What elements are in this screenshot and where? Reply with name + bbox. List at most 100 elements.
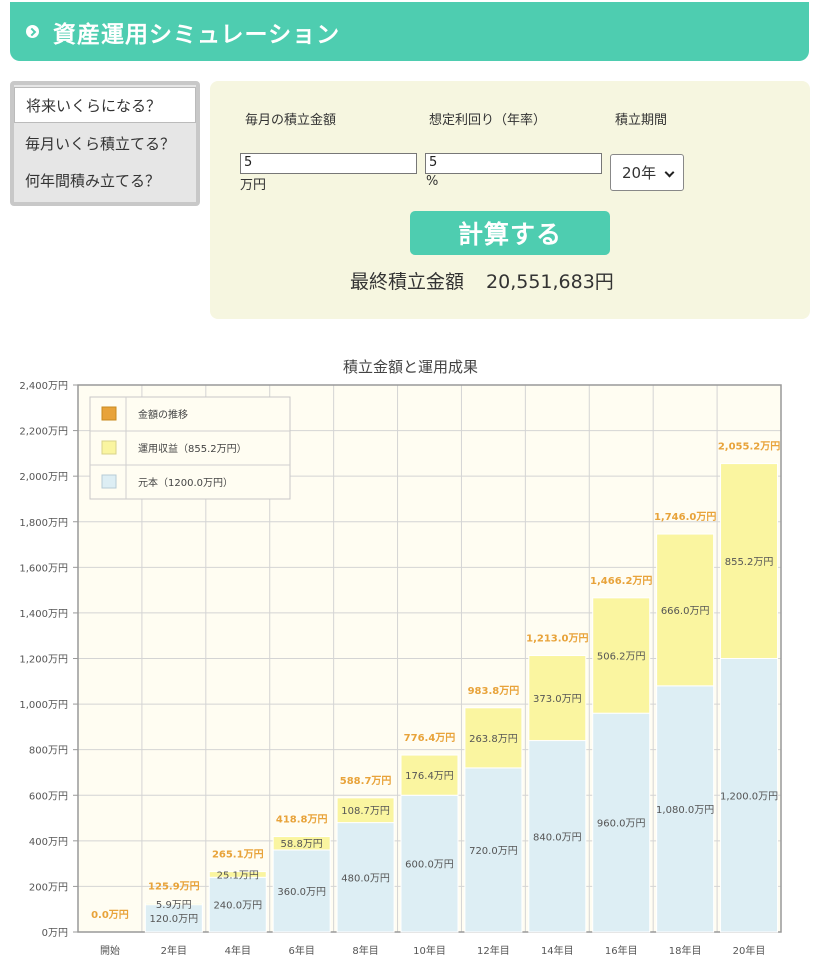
principal-data-label: 960.0万円 (597, 819, 646, 830)
gain-data-label: 58.8万円 (281, 839, 323, 850)
total-data-label: 265.1万円 (212, 849, 264, 861)
bar-principal (464, 767, 523, 933)
bar-principal (720, 658, 779, 933)
y-tick-label: 1,200万円 (19, 655, 68, 666)
legend-swatch (101, 406, 117, 421)
calculate-button[interactable]: 計算する (410, 211, 610, 255)
principal-data-label: 120.0万円 (150, 914, 199, 925)
mode-tabs: 将来いくらになる？ 毎月いくら積立てる？ 何年間積み立てる？ (10, 81, 200, 206)
legend-label: 元本（1200.0万円） (138, 476, 233, 489)
legend-swatch (101, 440, 117, 455)
legend-swatch (101, 474, 117, 489)
gain-data-label: 108.7万円 (341, 806, 390, 817)
bar-principal (528, 740, 587, 933)
result-label: 最終積立金額 (350, 271, 465, 293)
gain-data-label: 855.2万円 (725, 557, 774, 568)
principal-data-label: 1,200.0万円 (720, 791, 778, 802)
period-select-value: 20年 (622, 164, 657, 182)
y-tick-label: 400万円 (29, 837, 68, 848)
y-tick-label: 1,400万円 (19, 609, 68, 620)
gain-data-label: 5.9万円 (156, 900, 192, 911)
bar-gain (400, 754, 459, 796)
bar-principal (592, 712, 651, 933)
bar-gain (592, 597, 651, 714)
period-label: 積立期間 (615, 113, 668, 128)
y-tick-label: 800万円 (29, 746, 68, 757)
y-tick-label: 2,200万円 (19, 427, 68, 438)
x-tick-label: 14年目 (541, 944, 574, 957)
monthly-amount-unit: 万円 (240, 178, 267, 193)
input-panel: 毎月の積立金額 想定利回り（年率） 積立期間 5 万円 5 % 20年 計算する… (210, 81, 810, 319)
total-data-label: 125.9万円 (148, 880, 200, 892)
bar-principal (144, 904, 203, 933)
tab-period[interactable]: 何年間積み立てる？ (25, 171, 161, 190)
bar-gain (336, 797, 395, 824)
bar-principal (336, 822, 395, 933)
tab-monthly-amount[interactable]: 毎月いくら積立てる？ (25, 134, 176, 153)
y-tick-label: 200万円 (29, 882, 68, 893)
total-data-label: 418.8万円 (276, 814, 328, 826)
total-data-label: 776.4万円 (404, 732, 456, 744)
gain-data-label: 263.8万円 (469, 734, 518, 745)
x-tick-label: 12年目 (477, 944, 510, 957)
principal-data-label: 360.0万円 (277, 887, 326, 898)
bar-gain (720, 463, 779, 659)
y-tick-label: 1,000万円 (19, 700, 68, 711)
x-tick-label: 10年目 (413, 944, 446, 957)
bar-principal (656, 685, 715, 933)
gain-data-label: 666.0万円 (661, 606, 710, 617)
x-tick-label: 20年目 (733, 944, 766, 957)
principal-data-label: 720.0万円 (469, 846, 518, 857)
y-tick-label: 600万円 (29, 791, 68, 802)
monthly-amount-label: 毎月の積立金額 (245, 113, 337, 128)
x-tick-label: 4年目 (225, 944, 251, 957)
result-value: 20,551,683円 (486, 271, 614, 293)
total-data-label: 983.8万円 (468, 685, 520, 697)
bar-gain (208, 871, 267, 878)
principal-data-label: 1,080.0万円 (656, 805, 714, 816)
bar-gain (272, 836, 331, 851)
y-tick-label: 1,600万円 (19, 563, 68, 574)
total-data-label: 0.0万円 (91, 909, 129, 921)
principal-data-label: 480.0万円 (341, 873, 390, 884)
x-tick-label: 16年目 (605, 944, 638, 957)
gain-data-label: 176.4万円 (405, 771, 454, 782)
app-header: 資産運用シミュレーション (10, 2, 809, 61)
rate-unit: % (426, 174, 439, 189)
tab-future-value[interactable]: 将来いくらになる？ (14, 87, 196, 123)
principal-data-label: 600.0万円 (405, 860, 454, 871)
x-tick-label: 18年目 (669, 944, 702, 957)
period-select[interactable]: 20年 (610, 154, 684, 191)
gain-data-label: 25.1万円 (217, 870, 259, 881)
bar-gain (464, 707, 523, 769)
x-tick-label: 2年目 (161, 944, 187, 957)
chart-svg: 0万円 200万円 400万円 600万円 800万円 1,000万円 1,200万円 1,4… (19, 381, 782, 957)
total-data-label: 1,213.0万円 (526, 633, 588, 645)
y-tick-label: 2,400万円 (19, 381, 68, 392)
y-tick-label: 0万円 (42, 928, 68, 939)
rate-input[interactable]: 5 (425, 153, 602, 174)
chart-title: 積立金額と運用成果 (342, 358, 478, 376)
result-line: 最終積立金額 20,551,683円 (350, 267, 614, 294)
rate-label: 想定利回り（年率） (429, 113, 547, 128)
bar-principal (272, 849, 331, 933)
total-data-label: 588.7万円 (340, 775, 392, 787)
x-tick-label: 8年目 (352, 944, 378, 957)
chevron-down-icon (664, 167, 675, 178)
bar-principal (400, 794, 459, 933)
principal-data-label: 240.0万円 (213, 901, 262, 912)
gain-data-label: 506.2万円 (597, 652, 646, 663)
monthly-amount-input[interactable]: 5 (240, 153, 417, 174)
bar-gain (528, 655, 587, 742)
y-tick-label: 2,000万円 (19, 472, 68, 483)
y-tick-label: 1,800万円 (19, 518, 68, 529)
total-data-label: 1,466.2万円 (590, 575, 652, 587)
total-data-label: 2,055.2万円 (718, 441, 780, 453)
bar-principal (208, 876, 267, 933)
gain-data-label: 373.0万円 (533, 694, 582, 705)
chevron-circle-icon (26, 25, 39, 38)
legend-label: 運用収益（855.2万円） (138, 442, 247, 455)
bar-gain (656, 533, 715, 687)
page-title: 資産運用シミュレーション (53, 21, 341, 48)
legend-label: 金額の推移 (138, 408, 188, 421)
